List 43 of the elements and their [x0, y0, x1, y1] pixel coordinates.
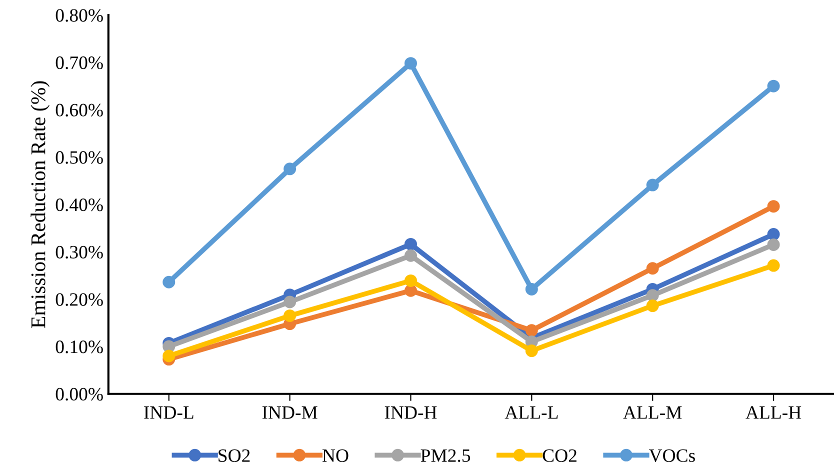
y-tick-label: 0.20% [56, 293, 103, 306]
point [284, 309, 296, 322]
x-tick-label: IND-M [262, 406, 318, 419]
y-axis-title: Emission Reduction Rate (%) [30, 81, 50, 328]
point [404, 284, 417, 297]
point [767, 228, 780, 241]
x-tick-label: ALL-M [623, 406, 682, 419]
point [767, 238, 780, 251]
point [767, 200, 780, 213]
point [525, 344, 538, 358]
point [404, 249, 417, 262]
point [162, 276, 176, 288]
point [525, 282, 538, 296]
point [767, 259, 780, 272]
point [284, 296, 296, 308]
y-tick-label: 0.10% [56, 340, 103, 354]
legend-label: CO2 [542, 449, 576, 462]
legend-label: NO [322, 449, 348, 462]
point [404, 238, 417, 250]
y-tick-label: 0.80% [56, 9, 103, 22]
y-tick-label: 0.00% [56, 388, 103, 401]
legend-label: VOCs [648, 449, 695, 462]
point [646, 300, 659, 312]
y-tick-label: 0.70% [56, 56, 103, 70]
legend-label: SO2 [218, 449, 250, 462]
y-tick-label: 0.30% [56, 246, 103, 259]
point [404, 57, 417, 70]
y-tick-label: 0.60% [56, 104, 103, 117]
x-tick-label: ALL-L [504, 406, 558, 419]
point [767, 80, 780, 92]
point [646, 262, 659, 275]
point [646, 289, 659, 302]
y-tick-label: 0.50% [56, 151, 103, 164]
point [404, 274, 417, 287]
point [284, 162, 296, 176]
x-tick-label: ALL-H [746, 406, 802, 419]
x-tick-label: IND-H [384, 406, 437, 419]
point [646, 178, 659, 192]
x-tick-label: IND-L [144, 406, 194, 419]
point [525, 324, 538, 337]
y-tick-label: 0.40% [56, 198, 103, 212]
point [162, 350, 176, 362]
legend-label: PM2.5 [420, 449, 470, 462]
